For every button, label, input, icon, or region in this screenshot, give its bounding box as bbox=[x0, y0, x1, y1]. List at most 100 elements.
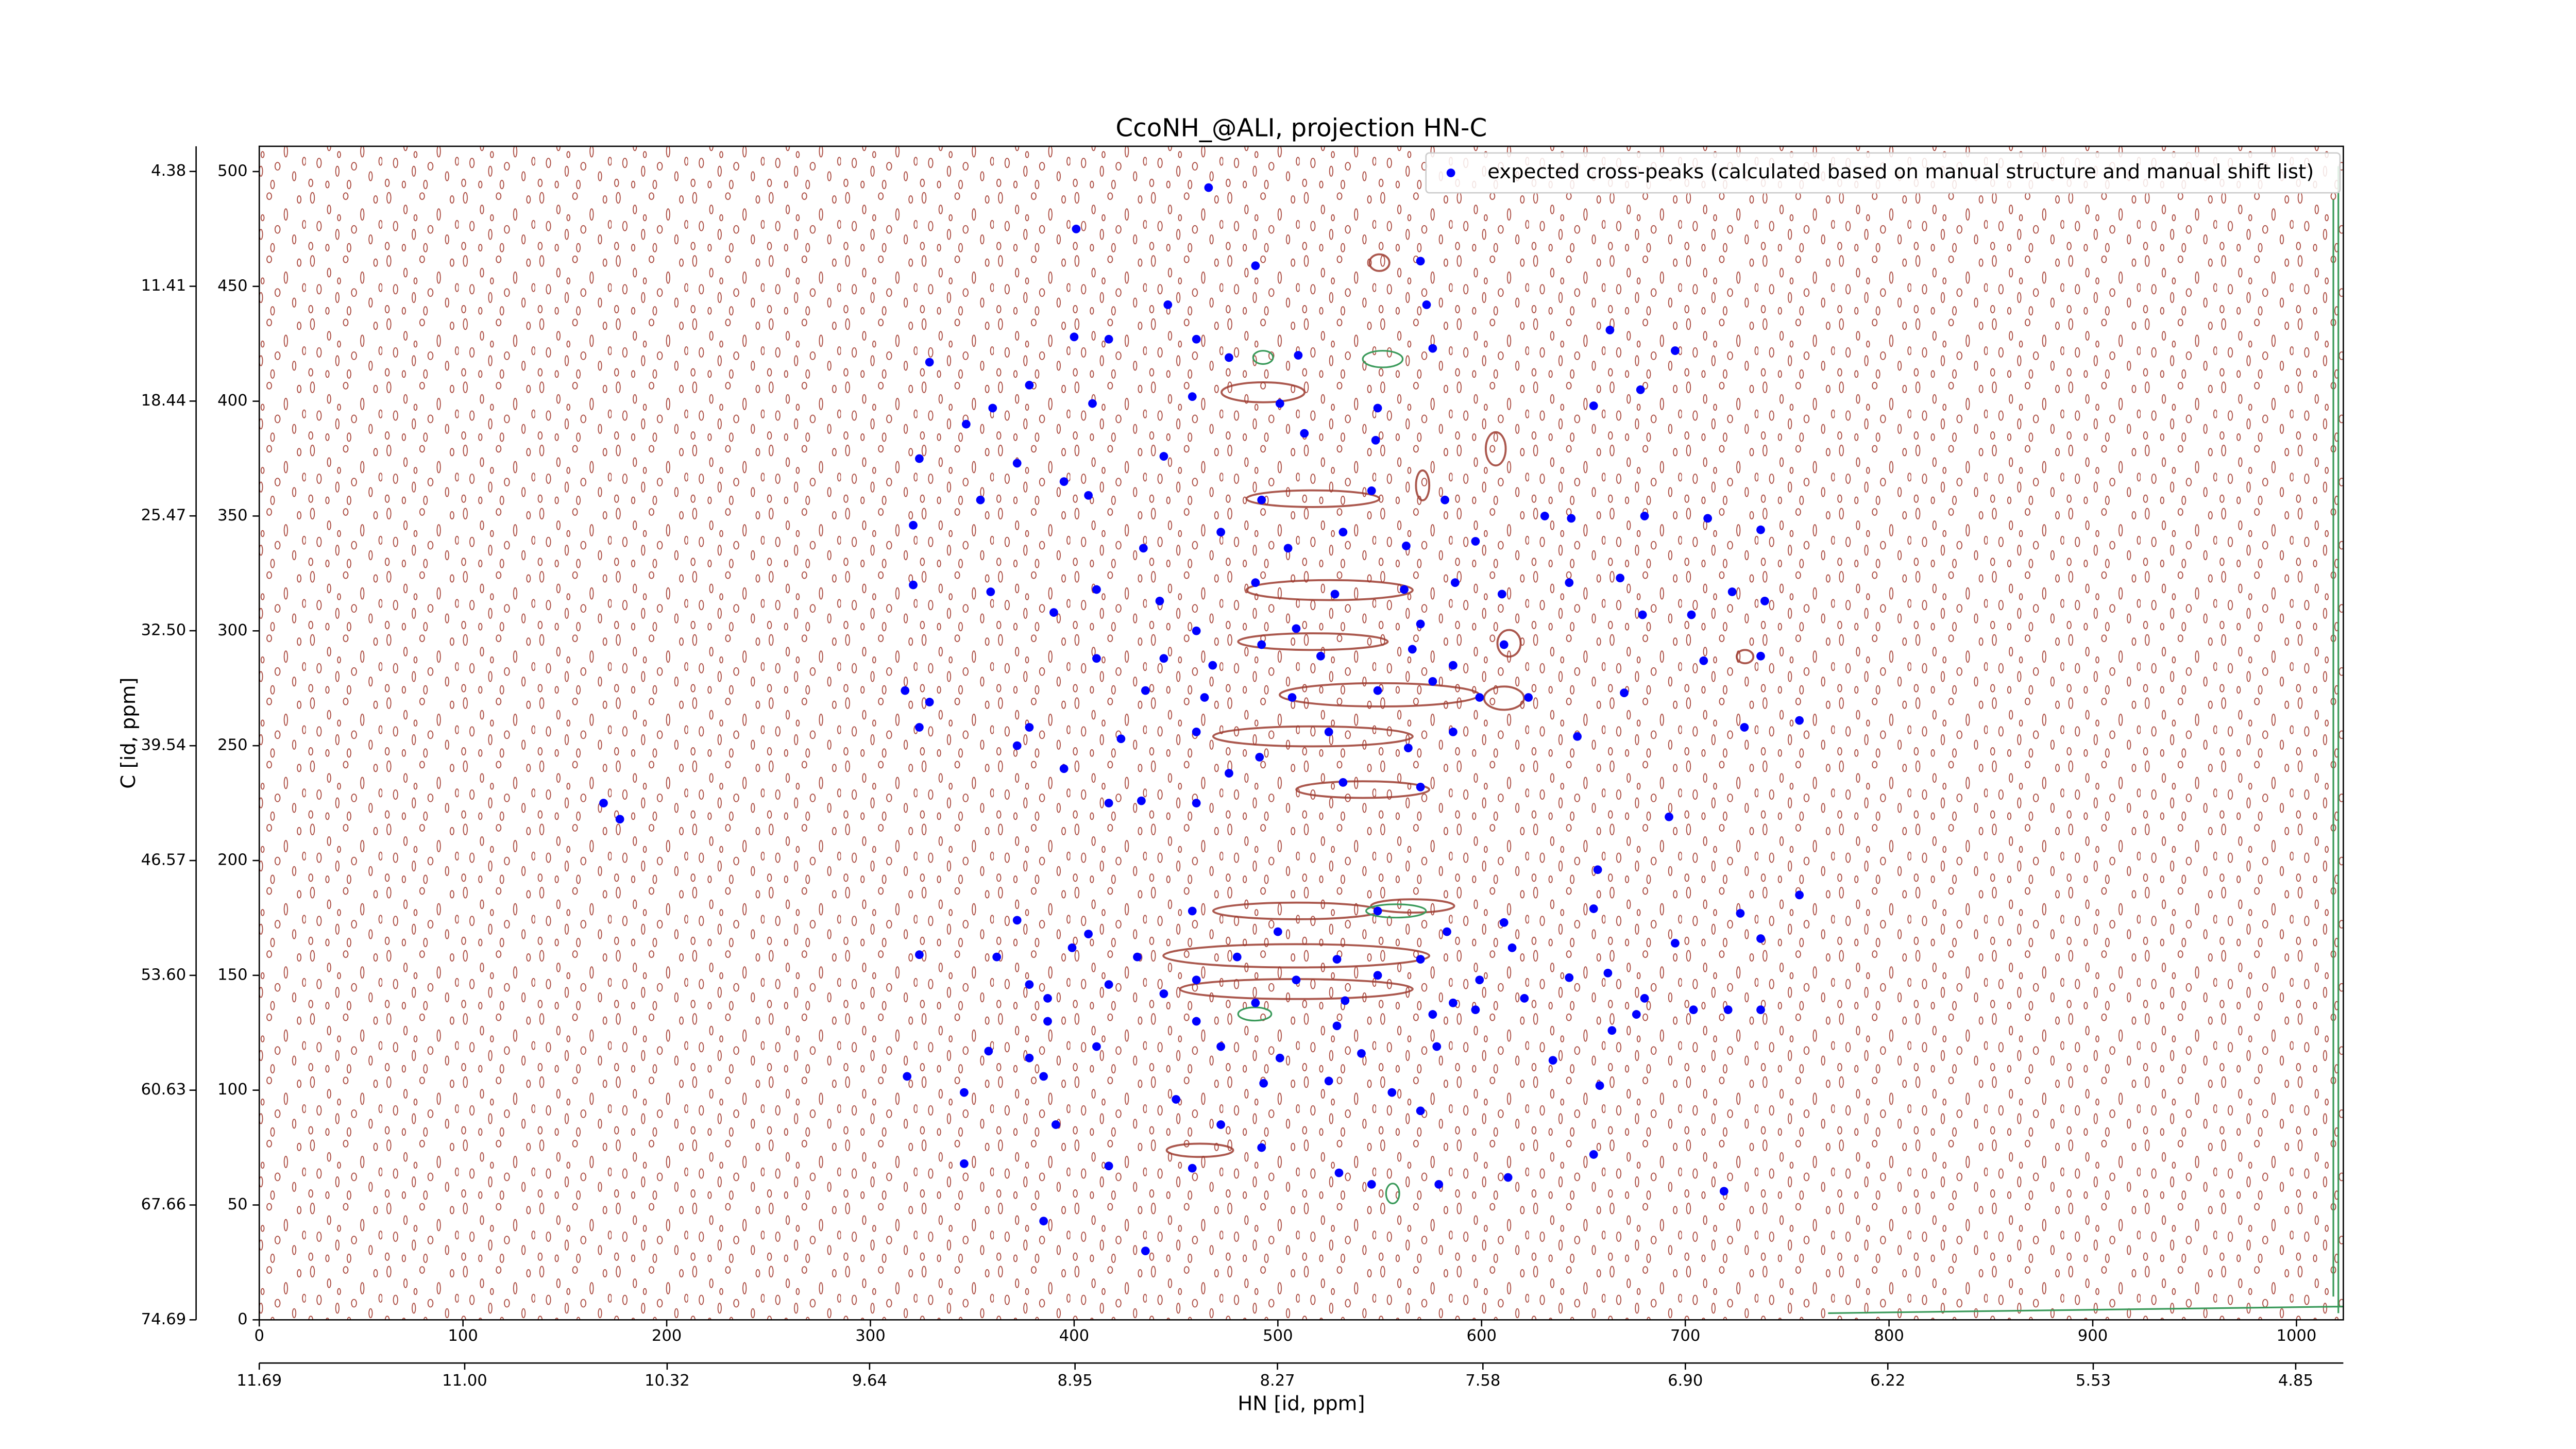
cross-peak bbox=[1257, 640, 1266, 649]
cross-peak bbox=[1703, 514, 1713, 523]
cross-peak bbox=[1756, 525, 1765, 534]
x2-tick-label: 8.27 bbox=[1260, 1372, 1295, 1390]
cross-peak bbox=[1225, 353, 1233, 362]
x-tick-label: 800 bbox=[1874, 1327, 1904, 1345]
cross-peak bbox=[1072, 224, 1081, 233]
cross-peak bbox=[1092, 654, 1101, 663]
y-axis-label: C [id, ppm] bbox=[117, 678, 140, 789]
cross-peak bbox=[1736, 909, 1745, 918]
y2-tick-label: 39.54 bbox=[141, 736, 187, 754]
cross-peak bbox=[1699, 656, 1708, 665]
cross-peak bbox=[1067, 943, 1077, 952]
y-tick-label: 250 bbox=[217, 736, 247, 754]
cross-peak bbox=[1341, 996, 1350, 1005]
cross-peak bbox=[925, 358, 934, 367]
cross-peak bbox=[1300, 429, 1309, 438]
cross-peak bbox=[1687, 610, 1696, 619]
cross-peak bbox=[1443, 927, 1451, 936]
cross-peak bbox=[1012, 741, 1022, 750]
cross-peak bbox=[1188, 392, 1197, 401]
y2-tick-label: 25.47 bbox=[141, 507, 187, 525]
y2-tick-label: 11.41 bbox=[141, 277, 187, 295]
cross-peak bbox=[984, 1047, 993, 1056]
cross-peak bbox=[959, 1159, 969, 1168]
cross-peak bbox=[1039, 1217, 1048, 1226]
cross-peak bbox=[988, 403, 997, 413]
cross-peak bbox=[1616, 574, 1625, 583]
cross-peak bbox=[1640, 993, 1649, 1003]
cross-peak bbox=[1589, 1150, 1598, 1159]
x-axis-label: HN [id, ppm] bbox=[1238, 1392, 1365, 1415]
cross-peak bbox=[1104, 799, 1113, 807]
cross-peak bbox=[1727, 587, 1737, 596]
cross-peak bbox=[1428, 1010, 1437, 1019]
cross-peak bbox=[1640, 512, 1649, 520]
cross-peak bbox=[1159, 989, 1168, 998]
cross-peak bbox=[1719, 1187, 1728, 1196]
y-tick-label: 400 bbox=[217, 392, 247, 410]
cross-peak bbox=[1338, 778, 1348, 787]
cross-peak bbox=[1324, 1076, 1333, 1086]
cross-peak bbox=[909, 580, 918, 589]
cross-peak bbox=[1251, 578, 1260, 587]
y2-tick-label: 32.50 bbox=[141, 621, 187, 639]
cross-peak bbox=[1567, 514, 1576, 523]
cross-peak bbox=[1373, 403, 1382, 413]
x-tick-label: 700 bbox=[1670, 1327, 1700, 1345]
cross-peak bbox=[1434, 1180, 1444, 1189]
cross-peak bbox=[1671, 346, 1680, 355]
cross-peak bbox=[915, 454, 924, 463]
cross-peak bbox=[1155, 596, 1164, 605]
x2-tick-label: 6.90 bbox=[1668, 1372, 1703, 1390]
cross-peak bbox=[1012, 459, 1022, 468]
cross-peak bbox=[1756, 934, 1765, 943]
x2-tick-label: 5.53 bbox=[2076, 1372, 2111, 1390]
cross-peak bbox=[1251, 998, 1260, 1007]
cross-peak bbox=[1051, 1120, 1060, 1129]
cross-peak bbox=[1548, 1056, 1557, 1065]
cross-peak bbox=[1216, 528, 1226, 537]
y2-tick-label: 46.57 bbox=[141, 851, 187, 869]
cross-peak bbox=[925, 698, 934, 706]
x-tick-label: 1000 bbox=[2276, 1327, 2316, 1345]
cross-peak bbox=[1665, 812, 1673, 821]
cross-peak bbox=[1257, 495, 1266, 504]
cross-peak bbox=[1632, 1010, 1641, 1019]
y-tick-label: 0 bbox=[238, 1310, 248, 1328]
cross-peak bbox=[1192, 1017, 1201, 1026]
cross-peak bbox=[1416, 782, 1425, 791]
legend-marker bbox=[1446, 169, 1455, 177]
cross-peak bbox=[1275, 1053, 1284, 1063]
cross-peak bbox=[1593, 865, 1602, 874]
cross-peak bbox=[909, 520, 918, 530]
series bbox=[599, 183, 1804, 1256]
cross-peak bbox=[1192, 334, 1201, 344]
cross-peak bbox=[1589, 401, 1598, 410]
cross-peak bbox=[1636, 385, 1645, 394]
cross-peak bbox=[1503, 1173, 1513, 1182]
cross-peak bbox=[1092, 585, 1101, 594]
cross-peak bbox=[1497, 589, 1506, 599]
y-tick-label: 50 bbox=[228, 1195, 248, 1214]
cross-peak bbox=[1416, 257, 1425, 266]
cross-peak bbox=[1756, 651, 1765, 661]
cross-peak bbox=[1589, 904, 1598, 913]
cross-peak bbox=[1330, 589, 1340, 599]
plot-frame bbox=[258, 145, 2344, 1321]
contours bbox=[259, 146, 2344, 1320]
cross-peak bbox=[1607, 1026, 1617, 1035]
x-tick-label: 900 bbox=[2078, 1327, 2108, 1345]
x-tick-label: 0 bbox=[254, 1327, 264, 1345]
x2-tick-label: 6.22 bbox=[1870, 1372, 1905, 1390]
cross-peak bbox=[1402, 541, 1411, 550]
cross-peak bbox=[1449, 727, 1458, 736]
cross-peak bbox=[1475, 693, 1484, 702]
cross-peak bbox=[961, 419, 971, 429]
cross-peak bbox=[1104, 1161, 1113, 1171]
x-tick-label: 400 bbox=[1059, 1327, 1089, 1345]
cross-peak bbox=[976, 495, 985, 504]
cross-peak bbox=[1471, 1005, 1480, 1015]
cross-peak bbox=[1172, 1095, 1181, 1104]
